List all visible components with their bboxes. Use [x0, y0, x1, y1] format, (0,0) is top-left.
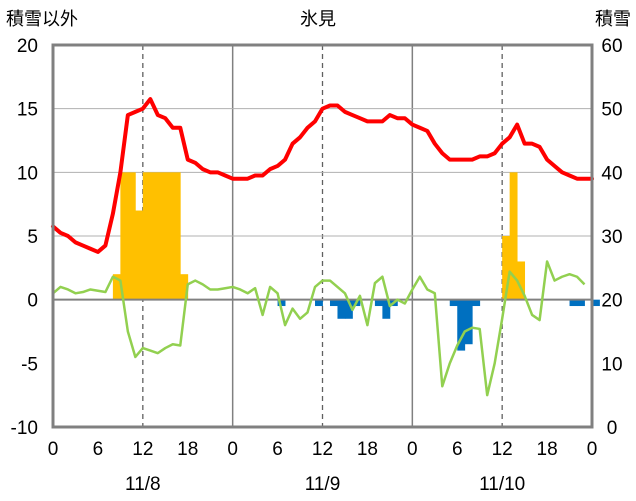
snow_decrease-bar	[382, 299, 391, 319]
x-tick-label: 18	[537, 439, 558, 460]
x-tick-label: 18	[357, 439, 378, 460]
snowfall-bar	[180, 274, 189, 300]
snowfall-bar	[172, 172, 181, 300]
x-tick-label: 12	[492, 439, 513, 460]
left-axis-title: 積雪以外	[6, 9, 78, 30]
right-axis-title: 積雪	[595, 9, 631, 30]
right-tick-label: 20	[601, 291, 622, 312]
snowfall-bar	[112, 274, 121, 300]
right-tick-label: 60	[601, 36, 622, 57]
x-tick-label: 18	[177, 439, 198, 460]
snow_decrease-bar	[277, 299, 286, 307]
snow-depth-line	[51, 97, 594, 254]
x-tick-label: 6	[452, 439, 463, 460]
snow_decrease-bar	[329, 299, 338, 307]
right-tick-label: 30	[601, 227, 622, 248]
snow_decrease-bar	[464, 299, 473, 345]
date-label: 11/9	[305, 474, 341, 495]
snowfall-bar	[509, 172, 518, 300]
snowfall-bar	[127, 172, 136, 300]
snow_decrease-bar	[337, 299, 346, 319]
snow_decrease-bar	[449, 299, 458, 307]
date-label: 11/8	[125, 474, 161, 495]
x-tick-label: 0	[407, 439, 418, 460]
snow_decrease-bar	[592, 299, 600, 307]
snow_decrease-bar	[569, 299, 578, 307]
right-tick-label: 50	[601, 100, 622, 121]
left-tick-label: -10	[11, 418, 38, 439]
date-label: 11/10	[479, 474, 525, 495]
left-tick-label: 10	[17, 163, 38, 184]
snow_decrease-bar	[457, 299, 466, 351]
x-tick-label: 6	[272, 439, 283, 460]
left-tick-label: -5	[21, 354, 38, 375]
right-tick-label: 40	[601, 163, 622, 184]
left-tick-label: 5	[27, 227, 38, 248]
snow_decrease-bar	[315, 299, 323, 307]
left-tick-label: 0	[27, 291, 38, 312]
right-tick-label: 10	[601, 354, 622, 375]
x-tick-label: 12	[132, 439, 153, 460]
snowfall-bar	[165, 172, 174, 300]
snowfall-bar	[517, 261, 526, 300]
snowfall-bar	[135, 210, 144, 300]
snow_decrease-bar	[577, 299, 585, 307]
snow_decrease-bar	[472, 299, 481, 307]
snowfall-bar	[150, 172, 159, 300]
right-tick-label: 0	[607, 418, 618, 439]
snow_decrease-bar	[344, 299, 353, 319]
x-tick-label: 6	[93, 439, 104, 460]
plot-frame	[51, 43, 594, 429]
snowfall-bar	[120, 172, 129, 300]
snowfall-bar	[157, 172, 166, 300]
left-tick-label: 15	[17, 100, 38, 121]
x-tick-label: 12	[312, 439, 333, 460]
bars-layer	[112, 172, 600, 351]
snowfall-bar	[142, 172, 151, 300]
snowfall-bar	[502, 236, 511, 300]
left-tick-label: 20	[17, 36, 38, 57]
temperature-line	[52, 260, 586, 397]
x-tick-label: 0	[227, 439, 238, 460]
x-tick-label: 0	[48, 439, 59, 460]
chart-title: 氷見	[300, 9, 336, 30]
x-tick-label: 0	[587, 439, 598, 460]
snow_decrease-bar	[374, 299, 383, 307]
